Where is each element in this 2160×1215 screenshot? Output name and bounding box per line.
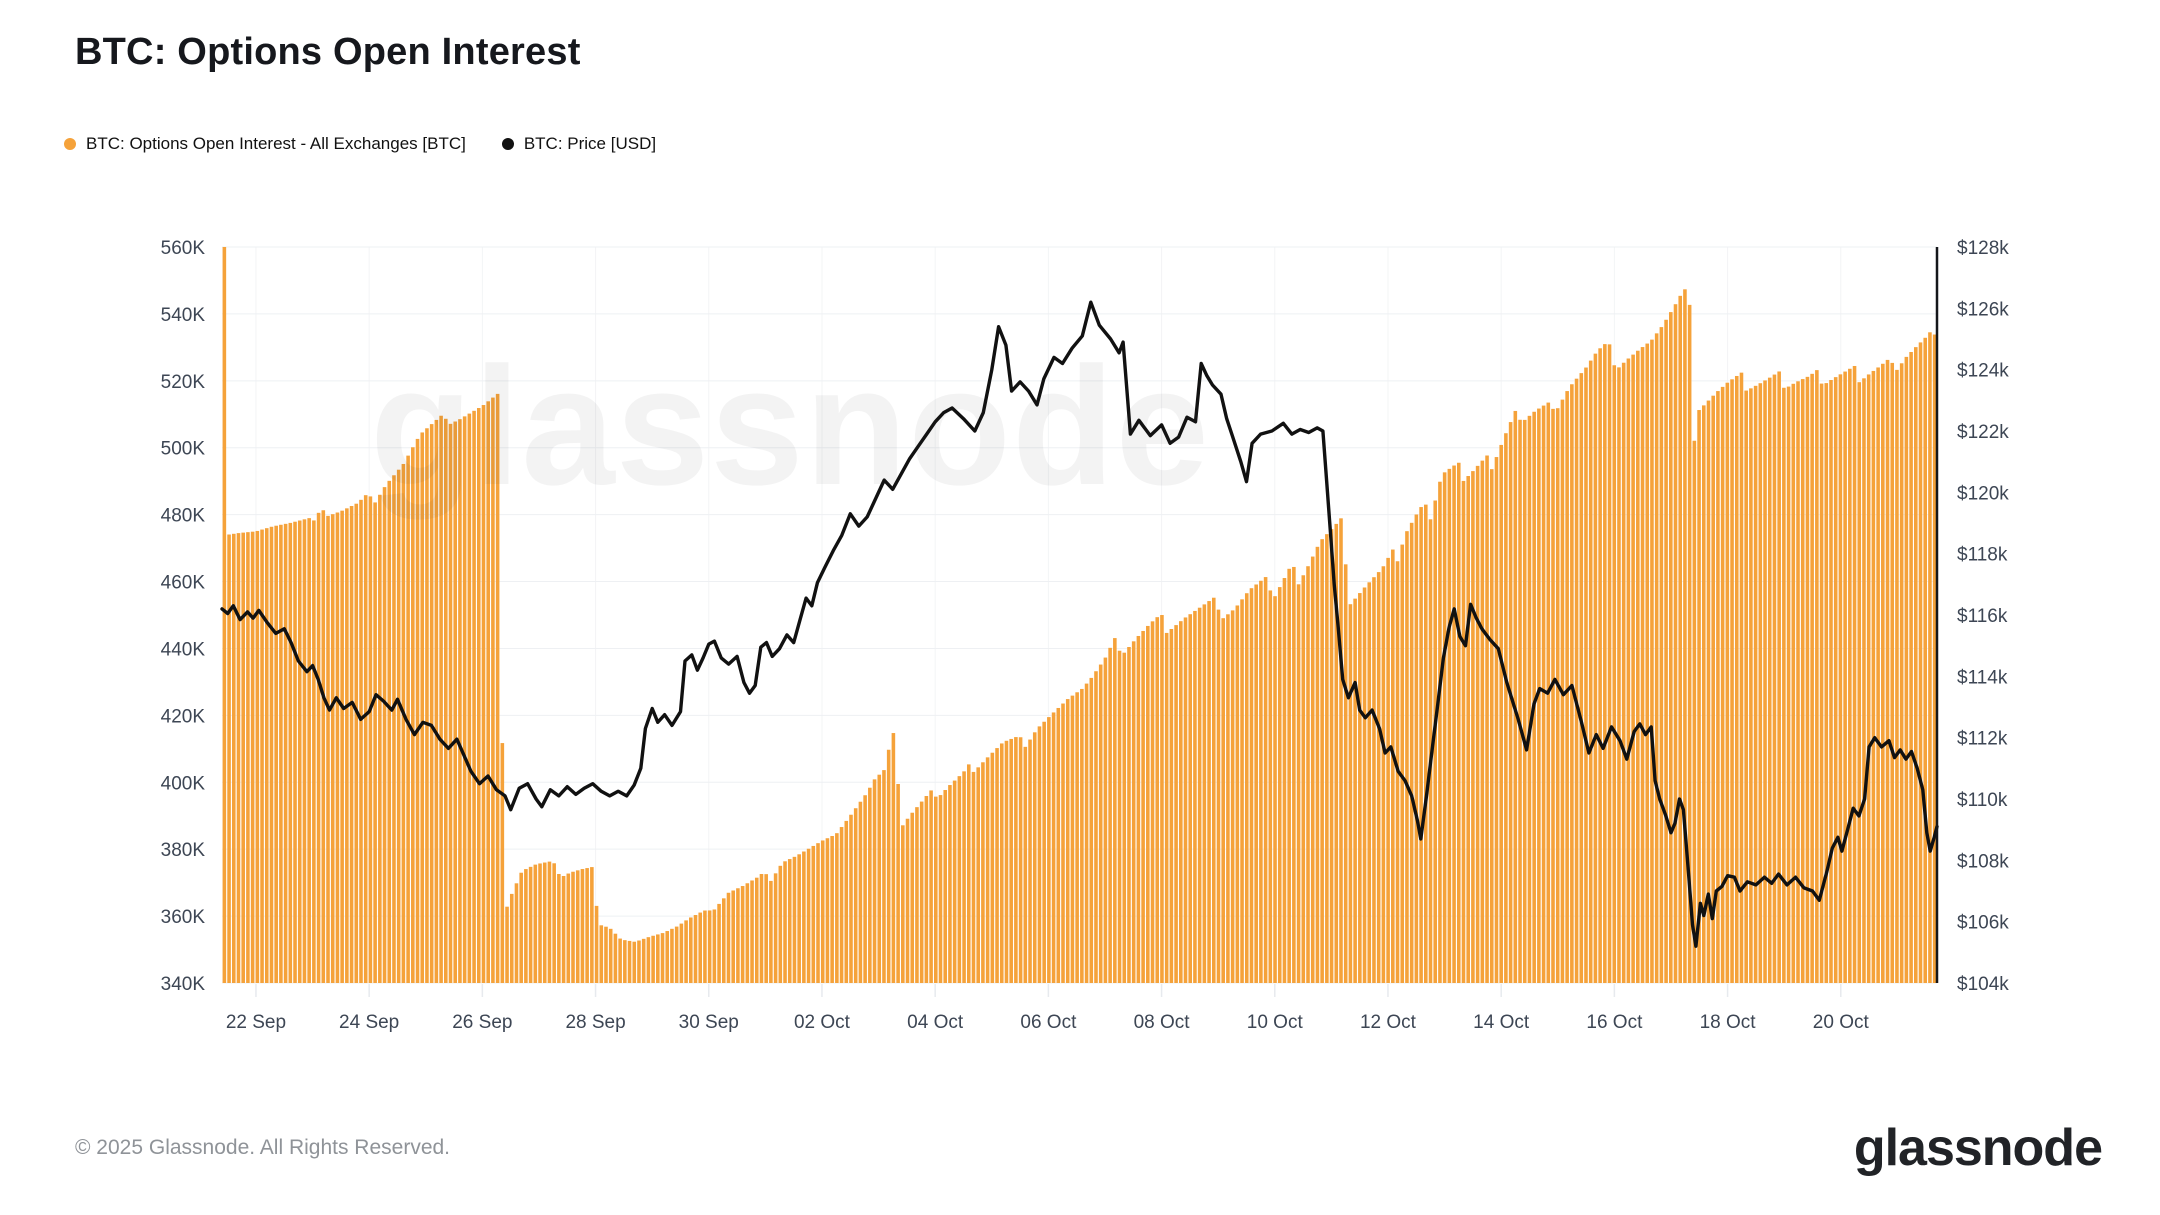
- svg-text:$128k: $128k: [1957, 238, 2009, 259]
- svg-text:$106k: $106k: [1957, 913, 2009, 934]
- legend-item-label: BTC: Price [USD]: [523, 134, 657, 153]
- svg-text:06 Oct: 06 Oct: [1020, 1012, 1077, 1033]
- legend: BTC: Options Open Interest - All Exchang…: [64, 134, 656, 154]
- svg-text:30 Sep: 30 Sep: [679, 1012, 739, 1033]
- svg-text:26 Sep: 26 Sep: [452, 1012, 512, 1033]
- left-axis-labels: 560K 540K 520K 500K 480K 460K 440K 420K 400K 380K…: [161, 238, 206, 995]
- svg-text:14 Oct: 14 Oct: [1473, 1012, 1530, 1033]
- page-title: BTC: Options Open Interest: [75, 31, 581, 73]
- svg-text:16 Oct: 16 Oct: [1586, 1012, 1643, 1033]
- svg-text:420K: 420K: [161, 706, 206, 727]
- svg-text:$116k: $116k: [1957, 606, 2008, 627]
- svg-text:520K: 520K: [161, 372, 206, 393]
- svg-text:12 Oct: 12 Oct: [1360, 1012, 1417, 1033]
- svg-text:480K: 480K: [161, 506, 206, 527]
- svg-text:$114k: $114k: [1957, 667, 2008, 688]
- copyright: © 2025 Glassnode. All Rights Reserved.: [75, 1136, 451, 1159]
- svg-text:22 Sep: 22 Sep: [226, 1012, 286, 1033]
- svg-text:380K: 380K: [161, 840, 206, 861]
- svg-text:08 Oct: 08 Oct: [1134, 1012, 1191, 1033]
- svg-text:340K: 340K: [161, 974, 206, 995]
- svg-text:04 Oct: 04 Oct: [907, 1012, 964, 1033]
- svg-text:$122k: $122k: [1957, 422, 2009, 443]
- svg-text:540K: 540K: [161, 305, 206, 326]
- svg-text:$112k: $112k: [1957, 729, 2008, 750]
- svg-text:500K: 500K: [161, 439, 206, 460]
- svg-text:$124k: $124k: [1957, 361, 2009, 382]
- x-axis-labels: 22 Sep 24 Sep 26 Sep 28 Sep 30 Sep 02 Oct 04 O…: [226, 984, 1870, 1033]
- svg-text:400K: 400K: [161, 773, 206, 794]
- open-interest-series-dot-icon: [64, 138, 76, 150]
- svg-text:440K: 440K: [161, 639, 206, 660]
- svg-text:24 Sep: 24 Sep: [339, 1012, 399, 1033]
- svg-text:$108k: $108k: [1957, 851, 2009, 872]
- svg-text:10 Oct: 10 Oct: [1247, 1012, 1304, 1033]
- legend-item-label: BTC: Options Open Interest - All Exchang…: [86, 134, 466, 153]
- price-series-dot-icon: [501, 138, 514, 150]
- legend-item-price[interactable]: BTC: Price [USD]: [501, 134, 657, 154]
- svg-text:$104k: $104k: [1957, 974, 2009, 995]
- glassnode-logo: glassnode: [1853, 1119, 2103, 1177]
- svg-text:$120k: $120k: [1957, 483, 2009, 504]
- legend-item-open-interest[interactable]: BTC: Options Open Interest - All Exchang…: [64, 134, 466, 154]
- svg-text:$126k: $126k: [1957, 299, 2009, 320]
- price-line-series: [220, 300, 1939, 948]
- open-interest-bars-series: [222, 247, 1937, 984]
- svg-text:18 Oct: 18 Oct: [1700, 1012, 1757, 1033]
- svg-text:$110k: $110k: [1957, 790, 2008, 811]
- svg-text:20 Oct: 20 Oct: [1813, 1012, 1870, 1033]
- svg-text:$118k: $118k: [1957, 545, 2008, 566]
- svg-text:460K: 460K: [161, 573, 206, 594]
- svg-text:560K: 560K: [161, 238, 206, 259]
- right-axis-labels: $128k $126k $124k $122k $120k $118k $116k $114k…: [1957, 238, 2009, 995]
- svg-text:28 Sep: 28 Sep: [565, 1012, 625, 1033]
- svg-text:02 Oct: 02 Oct: [794, 1012, 851, 1033]
- svg-text:360K: 360K: [161, 907, 206, 928]
